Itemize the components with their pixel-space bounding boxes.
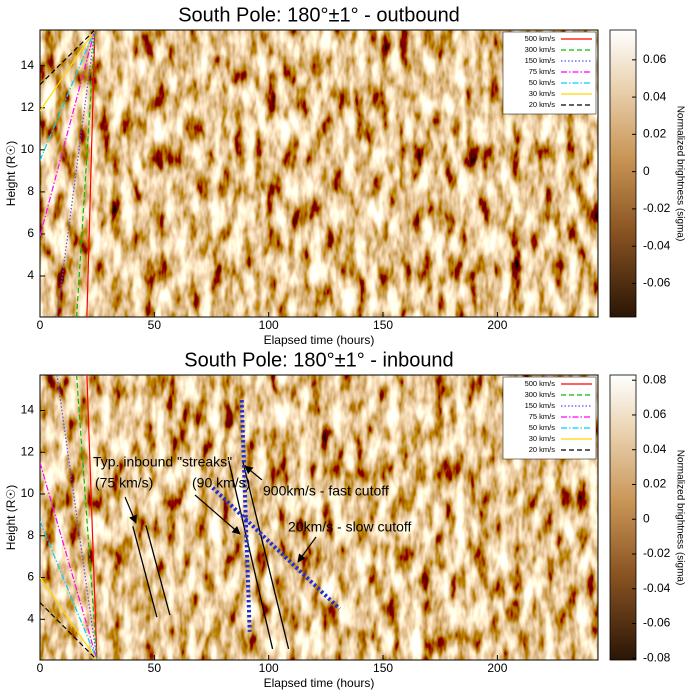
plot-frame — [39, 29, 599, 318]
colorbar-tick-label: 0 — [643, 511, 650, 525]
speed-line — [40, 602, 98, 660]
colorbar — [609, 29, 637, 318]
x-tick-label: 150 — [373, 318, 393, 332]
annotation: 20km/s - slow cutoff — [288, 519, 412, 535]
y-tick-label: 6 — [27, 226, 34, 240]
annotation-line — [145, 525, 171, 616]
annotation-arrow — [244, 465, 263, 481]
colorbar-tick-label: -0.02 — [643, 201, 671, 215]
speed-line — [40, 30, 96, 237]
y-tick-label: 10 — [21, 142, 35, 156]
speed-line — [86, 375, 98, 660]
colorbar-tick-label: -0.02 — [643, 546, 671, 560]
y-tick-label: 4 — [27, 611, 34, 625]
annotation-line — [241, 460, 290, 650]
x-tick-label: 0 — [37, 318, 44, 332]
legend-label: 30 km/s — [529, 89, 556, 98]
x-tick-label: 200 — [487, 318, 507, 332]
speed-line — [86, 30, 96, 317]
speed-line — [40, 30, 96, 86]
colorbar — [609, 374, 637, 661]
legend-label: 300 km/s — [525, 390, 556, 399]
legend-box — [502, 31, 597, 115]
colorbar-tick-label: -0.06 — [643, 616, 671, 630]
y-tick-label: 12 — [21, 100, 35, 114]
colorbar-tick-label: 0 — [643, 164, 650, 178]
x-tick-label: 100 — [259, 318, 279, 332]
y-tick-label: 6 — [27, 570, 34, 584]
y-axis-label: Height (R☉) — [4, 485, 18, 550]
legend-label: 20 km/s — [529, 445, 556, 454]
x-tick-label: 50 — [148, 661, 162, 675]
legend-label: 75 km/s — [529, 67, 556, 76]
x-tick-label: 50 — [148, 318, 162, 332]
legend-label: 20 km/s — [529, 100, 556, 109]
annotation-arrow — [297, 536, 317, 563]
annotation-line — [239, 399, 252, 632]
annotation-arrow — [194, 494, 241, 535]
legend-label: 75 km/s — [529, 412, 556, 421]
colorbar-tick-label: 0.06 — [643, 407, 667, 421]
speed-line — [40, 577, 98, 660]
colorbar-tick-label: -0.06 — [643, 276, 671, 290]
x-tick-label: 100 — [259, 661, 279, 675]
annotation: (90 km/s) — [192, 475, 250, 491]
legend-label: 500 km/s — [525, 379, 556, 388]
colorbar-label: Normalized brightness (sigma) — [674, 450, 685, 586]
chart-title: South Pole: 180°±1° - outbound — [178, 4, 460, 26]
speed-line — [40, 520, 98, 660]
legend-label: 30 km/s — [529, 434, 556, 443]
speed-line — [40, 30, 96, 112]
y-tick-label: 10 — [21, 486, 35, 500]
plot-frame — [39, 374, 599, 661]
colorbar-tick-label: -0.04 — [643, 238, 671, 252]
speed-line — [56, 30, 96, 317]
colorbar-tick-label: -0.04 — [643, 581, 671, 595]
colorbar-tick-label: 0.04 — [643, 442, 667, 456]
legend-label: 150 km/s — [525, 401, 556, 410]
y-tick-label: 12 — [21, 444, 35, 458]
legend-label: 50 km/s — [529, 78, 556, 87]
annotation-arrow — [124, 496, 137, 524]
speed-line — [40, 30, 96, 161]
y-tick-label: 14 — [21, 403, 35, 417]
y-tick-label: 8 — [27, 528, 34, 542]
x-tick-label: 0 — [37, 661, 44, 675]
chart-title: South Pole: 180°±1° - inbound — [184, 349, 453, 371]
colorbar-tick-label: 0.04 — [643, 89, 667, 103]
colorbar-label: Normalized brightness (sigma) — [674, 106, 685, 242]
annotation: 900km/s - fast cutoff — [263, 483, 389, 499]
plot-lines — [40, 30, 96, 317]
legend-label: 150 km/s — [525, 56, 556, 65]
legend-box — [502, 376, 597, 460]
colorbar-tick-label: 0.06 — [643, 52, 667, 66]
colorbar-tick-label: 0.02 — [643, 127, 667, 141]
y-tick-label: 14 — [21, 58, 35, 72]
speed-line — [56, 375, 98, 660]
annotation: Typ. inbound "streaks" — [93, 454, 232, 470]
colorbar-tick-label: -0.08 — [643, 650, 671, 664]
x-axis-label: Elapsed time (hours) — [264, 333, 375, 347]
y-axis-label: Height (R☉) — [4, 141, 18, 206]
x-tick-label: 150 — [373, 661, 393, 675]
legend-label: 500 km/s — [525, 34, 556, 43]
annotation-line — [228, 460, 274, 650]
legend-label: 300 km/s — [525, 45, 556, 54]
colorbar-tick-label: 0.08 — [643, 372, 667, 386]
x-axis-label: Elapsed time (hours) — [264, 676, 375, 690]
annotation-line — [132, 526, 158, 618]
x-tick-label: 200 — [487, 661, 507, 675]
y-tick-label: 4 — [27, 268, 34, 282]
annotation-line — [211, 486, 341, 611]
legend-label: 50 km/s — [529, 423, 556, 432]
y-tick-label: 8 — [27, 184, 34, 198]
colorbar-tick-label: 0.02 — [643, 477, 667, 491]
plot-lines — [40, 375, 341, 660]
annotation: (75 km/s) — [95, 475, 153, 491]
